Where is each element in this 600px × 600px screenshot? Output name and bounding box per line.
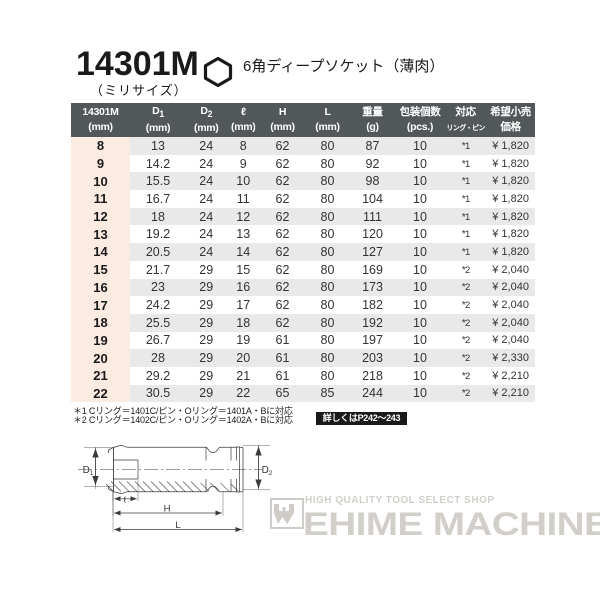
svg-text:D2: D2	[262, 465, 273, 477]
svg-text:D1: D1	[83, 465, 94, 477]
svg-text:ℓ: ℓ	[123, 494, 127, 504]
svg-text:L: L	[175, 520, 180, 531]
svg-text:H: H	[164, 503, 171, 514]
